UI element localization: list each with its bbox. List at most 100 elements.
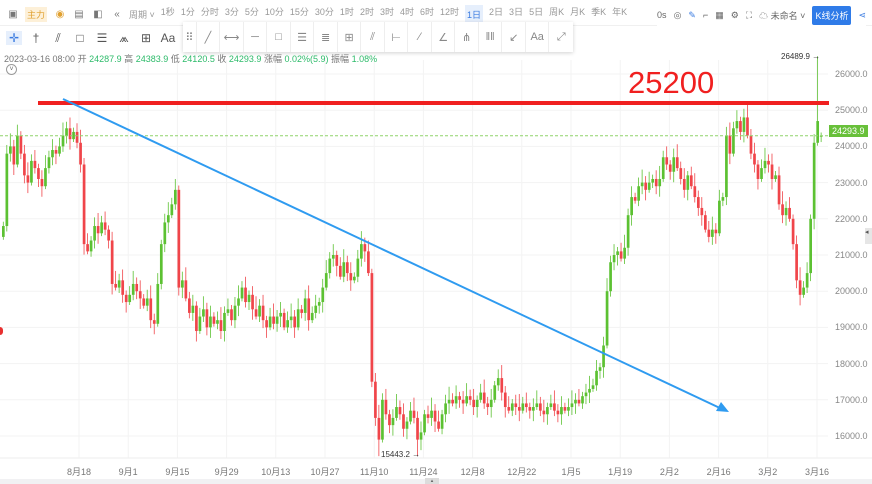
layout-icon[interactable]: ◧	[93, 9, 103, 20]
side-panel-toggle[interactable]: ◂	[865, 228, 872, 244]
drag-handle-icon[interactable]: ⠿	[183, 22, 197, 52]
kline-analysis-button[interactable]: K线分析	[812, 5, 852, 25]
min-price-label: 15443.2 →	[381, 450, 421, 459]
candle-body	[370, 273, 374, 382]
candle-body	[665, 157, 669, 165]
horizontal-line-icon[interactable]: ─	[244, 22, 268, 52]
layout-name: 未命名	[770, 10, 798, 21]
cycle-lines-icon[interactable]: ‖‖	[479, 22, 503, 52]
measure-icon[interactable]: ⊞	[140, 31, 152, 45]
rect-tool-icon[interactable]: □	[267, 22, 291, 52]
period-1秒[interactable]: 1秒	[160, 7, 175, 17]
channel-icon[interactable]: ☰	[291, 22, 315, 52]
parallel-lines-icon[interactable]: ⫽	[55, 30, 61, 45]
bottom-panel-toggle[interactable]: ▴	[425, 478, 439, 484]
fan-lines-icon[interactable]: ≣	[314, 22, 338, 52]
x-tick-label: 8月18	[66, 467, 92, 477]
period-1时[interactable]: 1时	[339, 7, 354, 17]
popup-text-tool[interactable]: Aa	[526, 22, 550, 52]
period-2时[interactable]: 2时	[359, 7, 374, 17]
crop-icon[interactable]: ⌐	[702, 10, 709, 20]
box-plus-icon[interactable]: ⊞	[338, 22, 362, 52]
text-tool[interactable]: Aa	[160, 31, 176, 45]
camera-icon[interactable]: ◎	[673, 9, 682, 20]
candle-body	[16, 135, 19, 165]
candle-body	[781, 204, 784, 216]
period-10分[interactable]: 10分	[264, 7, 284, 17]
calendar-icon[interactable]: ▤	[74, 9, 84, 20]
candle-body	[524, 403, 528, 408]
candle-body	[658, 178, 662, 187]
candle-body	[300, 309, 304, 313]
vertical-line-icon[interactable]: †	[32, 31, 40, 45]
period-4时[interactable]: 4时	[399, 7, 414, 17]
candle-body	[742, 117, 746, 132]
period-3分[interactable]: 3分	[224, 7, 239, 17]
trend-line-icon[interactable]: ╱	[197, 22, 221, 52]
candle-body	[317, 302, 321, 306]
period-5分[interactable]: 5分	[244, 7, 259, 17]
rewind-icon[interactable]: «	[114, 9, 120, 20]
candle-body	[521, 403, 525, 411]
fibonacci-icon[interactable]: ☰	[96, 31, 108, 45]
parallel-channel-icon[interactable]: ⫽	[361, 22, 385, 52]
period-年K[interactable]: 年K	[612, 7, 628, 17]
candle-body	[103, 222, 107, 230]
period-12时[interactable]: 12时	[440, 7, 460, 17]
period-30分[interactable]: 30分	[314, 7, 334, 17]
period-5日[interactable]: 5日	[529, 7, 544, 17]
candle-body	[556, 410, 560, 415]
horizontal-ray-icon[interactable]: ⊢	[385, 22, 409, 52]
crosshair-icon[interactable]: ✛	[6, 31, 22, 45]
period-1分[interactable]: 1分	[180, 7, 195, 17]
fullscreen-icon[interactable]: ⛶	[745, 9, 753, 20]
settings-icon[interactable]: ⚙	[730, 9, 739, 20]
cycle-dropdown[interactable]: 周期 ˅	[129, 10, 155, 20]
main-indicator-tag[interactable]: 主力	[25, 7, 48, 22]
period-分时[interactable]: 分时	[200, 7, 219, 17]
segment-icon[interactable]: ⟷	[220, 22, 244, 52]
layout-name-dropdown[interactable]: ☁ 未命名 ˅	[759, 10, 806, 21]
period-周K[interactable]: 周K	[549, 7, 565, 17]
x-tick-label: 2月2	[659, 467, 679, 477]
collapse-indicator-icon[interactable]: ˅	[6, 64, 17, 75]
coin-icon[interactable]: ◉	[55, 9, 65, 20]
period-月K[interactable]: 月K	[570, 7, 586, 17]
candle-body	[82, 164, 86, 245]
period-季K[interactable]: 季K	[591, 7, 607, 17]
candle-body	[732, 128, 735, 154]
pitchfork-icon[interactable]: ⋔	[455, 22, 479, 52]
candle-body	[549, 403, 553, 408]
ray-icon[interactable]: ⁄	[408, 22, 432, 52]
period-3时[interactable]: 3时	[379, 7, 394, 17]
pencil-icon[interactable]: ✎	[688, 9, 696, 20]
candle-body	[166, 215, 170, 223]
period-1日[interactable]: 1日	[465, 5, 484, 24]
share-icon[interactable]: ⋖	[858, 9, 866, 20]
template-icon[interactable]: ▦	[715, 9, 724, 20]
drawing-toolbar: ✛ † ⫽ □ ☰ ⩕ ⊞ Aa	[6, 28, 176, 48]
period-3日[interactable]: 3日	[509, 7, 524, 17]
candle-body	[805, 273, 809, 288]
fan-icon[interactable]: ∠	[432, 22, 456, 52]
candle-body	[707, 229, 711, 237]
line-tools-popup: ⠿ ╱ ⟷ ─ □ ☰ ≣ ⊞ ⫽ ⊢ ⁄ ∠ ⋔ ‖‖ ↙ Aa ⤢	[183, 22, 573, 52]
candle-body	[261, 305, 265, 321]
candle-body	[479, 392, 483, 400]
period-15分[interactable]: 15分	[289, 7, 309, 17]
chart-type-icon[interactable]: ▣	[8, 9, 18, 20]
pattern-icon[interactable]: ⩕	[119, 30, 129, 45]
candle-body	[117, 280, 121, 288]
candle-body	[784, 207, 788, 216]
alert-marker[interactable]	[0, 327, 3, 335]
extended-line-icon[interactable]: ⤢	[556, 30, 566, 43]
candle-body	[602, 345, 605, 368]
open-label: 开	[77, 54, 87, 64]
rectangle-icon[interactable]: □	[76, 31, 84, 45]
close-label: 收	[217, 54, 227, 64]
gann-icon[interactable]: ↙	[502, 22, 526, 52]
period-6时[interactable]: 6时	[419, 7, 434, 17]
period-2日[interactable]: 2日	[489, 7, 504, 17]
candle-body	[335, 255, 339, 266]
